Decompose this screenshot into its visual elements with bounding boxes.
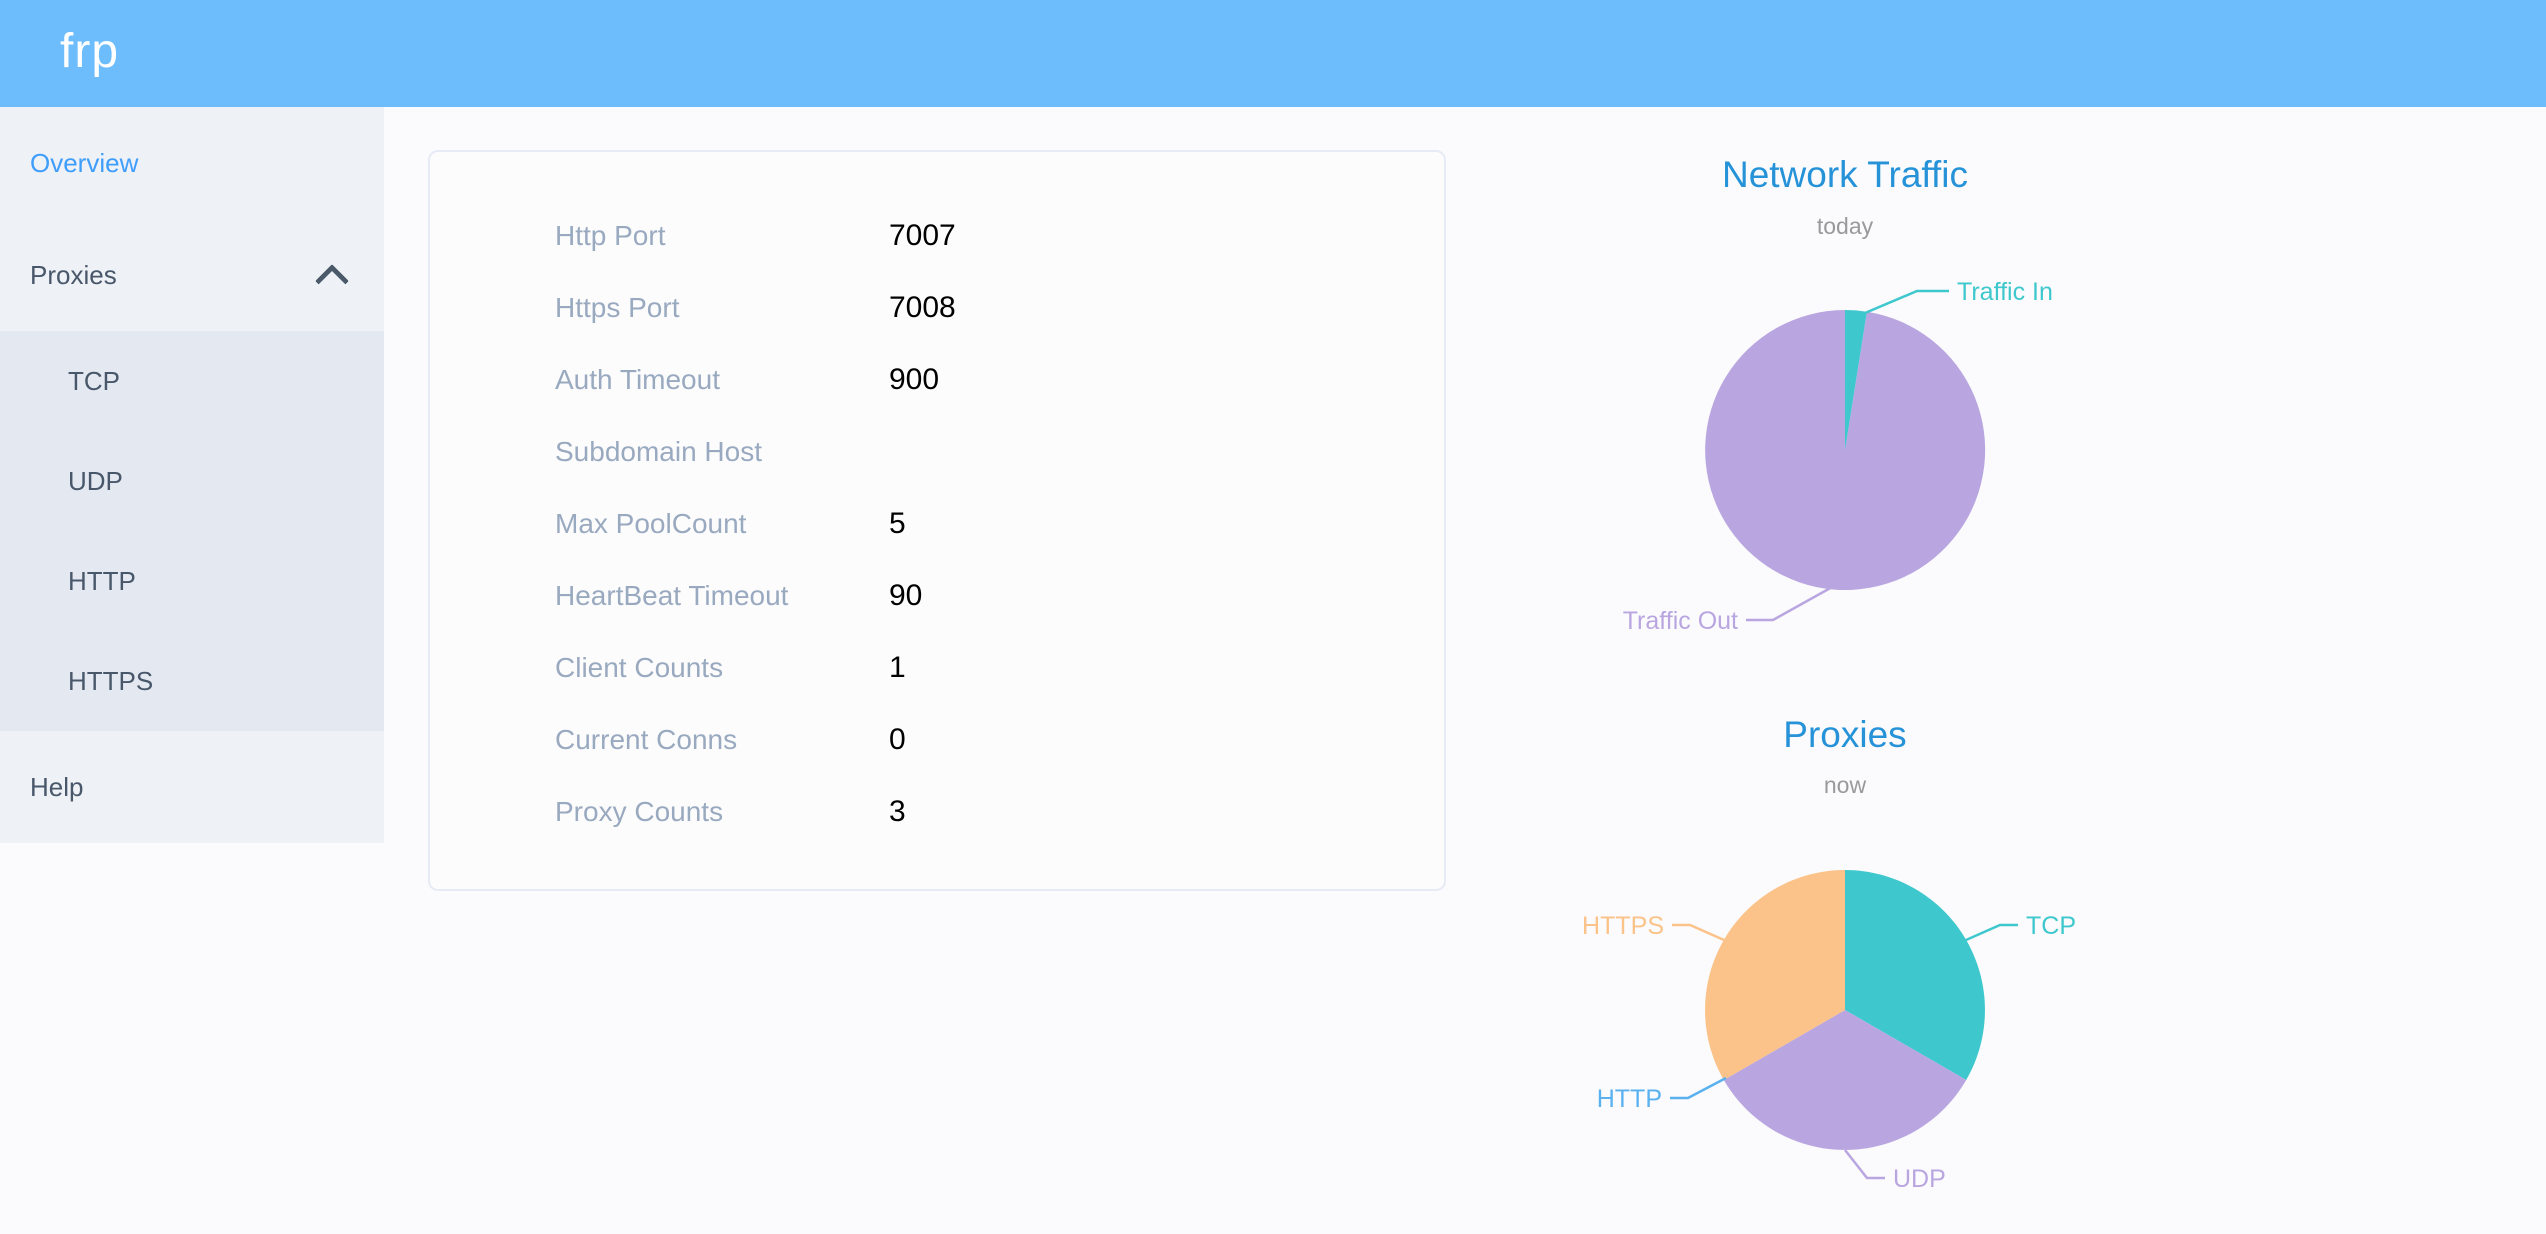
info-value: 7008 (889, 291, 956, 324)
info-value: 0 (889, 723, 906, 756)
traffic-out-label: Traffic Out (1623, 607, 1738, 635)
info-label: Auth Timeout (555, 364, 720, 395)
network-traffic-title: Network Traffic (1722, 154, 1968, 195)
info-label: Https Port (555, 292, 680, 323)
pie-slice-traffic-in[interactable] (1845, 309, 1867, 450)
info-label: Client Counts (555, 652, 724, 683)
sidebar-item-proxies[interactable]: Proxies (0, 219, 384, 331)
frp-logo: frp (60, 25, 120, 78)
info-row-current-conns: Current Conns 0 (430, 704, 1444, 776)
traffic-in-callout-line (1857, 289, 1949, 318)
tcp-label: TCP (2026, 912, 2076, 940)
sidebar-item-help[interactable]: Help (0, 731, 384, 843)
server-info-card: Http Port 7007 Https Port 7008 Auth Time… (428, 150, 1446, 891)
sidebar-nav: Overview Proxies TCP UDP HTTP HTTPS Help (0, 107, 384, 843)
chevron-up-icon (315, 264, 349, 298)
network-traffic-subtitle: today (1817, 213, 1874, 239)
info-row-heartbeat-timeout: HeartBeat Timeout 90 (430, 560, 1444, 632)
info-label: Subdomain Host (555, 436, 763, 467)
proxies-submenu: TCP UDP HTTP HTTPS (0, 331, 384, 731)
sidebar-item-proxies-label: Proxies (30, 260, 117, 290)
traffic-in-label: Traffic In (1957, 278, 2053, 306)
udp-callout-line (1844, 1149, 1885, 1180)
pie-slice-tcp[interactable] (1845, 870, 1985, 1080)
sidebar-item-overview[interactable]: Overview (0, 107, 384, 219)
pie-slice-udp[interactable] (1723, 1010, 1967, 1150)
udp-label: UDP (1893, 1165, 1946, 1193)
proxies-chart: Proxies now TCP HTTPS HTTP UDP (1582, 714, 2076, 1193)
info-value: 90 (889, 579, 923, 612)
info-value: 900 (889, 363, 940, 396)
app-header: frp (0, 0, 2546, 107)
info-value: 3 (889, 795, 906, 828)
sidebar-item-https[interactable]: HTTPS (0, 631, 384, 731)
traffic-out-callout-line (1746, 584, 1835, 622)
tcp-callout-line (1965, 923, 2018, 942)
sidebar-item-tcp[interactable]: TCP (0, 331, 384, 431)
pie-slice-https[interactable] (1705, 870, 1845, 1080)
info-label: Max PoolCount (555, 508, 747, 539)
info-row-max-poolcount: Max PoolCount 5 (430, 488, 1444, 560)
info-row-auth-timeout: Auth Timeout 900 (430, 344, 1444, 416)
info-row-client-counts: Client Counts 1 (430, 632, 1444, 704)
info-value: 1 (889, 651, 906, 684)
pie-slice-traffic-out[interactable] (1705, 310, 1986, 590)
https-label: HTTPS (1582, 912, 1664, 940)
sidebar-item-udp-label: UDP (68, 466, 123, 496)
info-row-https-port: Https Port 7008 (430, 272, 1444, 344)
sidebar-item-help-label: Help (30, 772, 84, 802)
info-label: HeartBeat Timeout (555, 580, 789, 611)
proxies-title: Proxies (1783, 714, 1906, 755)
info-label: Http Port (555, 220, 666, 251)
sidebar-item-http[interactable]: HTTP (0, 531, 384, 631)
info-label: Proxy Counts (555, 796, 724, 827)
info-value: 7007 (889, 219, 956, 252)
sidebar-item-udp[interactable]: UDP (0, 431, 384, 531)
sidebar-item-https-label: HTTPS (68, 666, 154, 696)
info-row-proxy-counts: Proxy Counts 3 (430, 776, 1444, 848)
sidebar-item-tcp-label: TCP (68, 366, 120, 396)
info-value: 5 (889, 507, 906, 540)
proxies-subtitle: now (1824, 772, 1867, 798)
network-traffic-chart: Network Traffic today Traffic In Traffic… (1623, 154, 2053, 635)
https-callout-line (1672, 923, 1725, 942)
sidebar-item-overview-label: Overview (30, 148, 139, 178)
info-row-subdomain-host: Subdomain Host (430, 416, 1444, 488)
http-label: HTTP (1597, 1085, 1662, 1113)
sidebar-item-http-label: HTTP (68, 566, 136, 596)
info-row-http-port: Http Port 7007 (430, 200, 1444, 272)
http-callout-line (1670, 1076, 1727, 1100)
info-label: Current Conns (555, 724, 738, 755)
